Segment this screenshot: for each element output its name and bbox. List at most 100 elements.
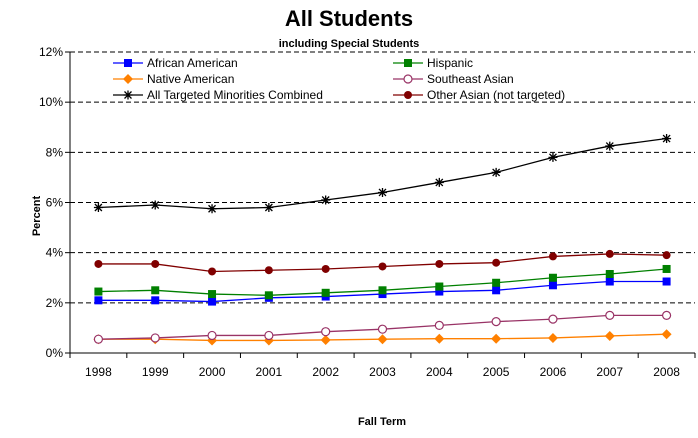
legend-marker	[403, 74, 413, 84]
data-point	[320, 334, 331, 345]
y-axis-label: Percent	[31, 195, 43, 236]
data-point	[151, 286, 160, 295]
data-point	[492, 286, 501, 295]
chart-title: All Students	[285, 6, 413, 31]
legend-marker	[124, 59, 132, 67]
data-point	[662, 264, 671, 273]
data-point	[378, 187, 387, 197]
data-point	[548, 273, 557, 282]
x-tick-label: 1999	[142, 365, 169, 379]
data-point	[661, 329, 672, 340]
series-4	[93, 134, 672, 214]
data-point	[321, 327, 331, 337]
data-point	[491, 333, 502, 344]
x-tick-label: 2002	[312, 365, 339, 379]
data-point	[93, 334, 104, 344]
y-tick-label: 10%	[39, 95, 63, 109]
data-point	[435, 287, 444, 296]
series-5	[94, 249, 671, 276]
legend-item: African American	[113, 56, 238, 70]
x-tick-label: 2003	[369, 365, 396, 379]
axes: 0% 2% 4% 6% 8% 10% 12% 1998 1999 2000 2001 2002 2003…	[39, 45, 696, 379]
x-tick-label: 2000	[199, 365, 226, 379]
legend-marker	[123, 90, 133, 100]
series-1	[94, 264, 671, 300]
data-point	[94, 259, 103, 268]
series-3	[93, 310, 672, 344]
data-point	[93, 203, 103, 213]
legend-marker	[123, 74, 133, 84]
data-point	[548, 152, 558, 162]
gridlines	[70, 51, 695, 304]
y-tick-label: 6%	[46, 196, 64, 210]
data-point	[264, 330, 274, 341]
data-point	[435, 259, 444, 268]
data-point	[208, 297, 217, 306]
data-point	[207, 204, 217, 214]
x-tick-label: 2008	[653, 365, 680, 379]
data-point	[605, 269, 614, 278]
data-point	[377, 324, 388, 334]
data-point	[208, 267, 217, 276]
chart-subtitle: including Special Students	[279, 38, 420, 50]
legend-label: All Targeted Minorities Combined	[147, 88, 323, 102]
data-point	[378, 286, 387, 295]
legend: African American Hispanic Native American S…	[113, 56, 565, 102]
legend-item: Southeast Asian	[393, 72, 514, 86]
x-tick-label: 2001	[256, 365, 283, 379]
data-point	[151, 259, 160, 268]
data-point	[491, 317, 501, 327]
legend-label: Hispanic	[427, 56, 473, 70]
data-point	[434, 177, 444, 187]
data-point	[605, 310, 615, 320]
data-point	[434, 320, 444, 331]
y-tick-label: 2%	[46, 296, 64, 310]
data-point	[94, 287, 103, 296]
y-tick-label: 8%	[46, 145, 64, 159]
x-tick-label: 1998	[85, 365, 112, 379]
data-point	[605, 277, 614, 286]
series-group	[93, 134, 672, 346]
data-point	[435, 282, 444, 291]
data-point	[491, 167, 501, 177]
data-point	[434, 333, 445, 344]
legend-label: Native American	[147, 72, 234, 86]
legend-item: All Targeted Minorities Combined	[113, 88, 323, 102]
legend-label: Other Asian (not targeted)	[427, 88, 565, 102]
data-point	[208, 290, 217, 299]
legend-marker	[404, 59, 412, 67]
x-tick-label: 2004	[426, 365, 453, 379]
data-point	[662, 251, 671, 260]
data-point	[605, 141, 615, 151]
x-tick-label: 2007	[596, 365, 623, 379]
data-point	[661, 310, 672, 320]
data-point	[662, 134, 672, 144]
data-point	[264, 203, 274, 213]
data-point	[377, 334, 388, 345]
x-tick-label: 2006	[540, 365, 567, 379]
legend-item: Native American	[113, 72, 234, 86]
data-point	[604, 330, 615, 341]
legend-item: Other Asian (not targeted)	[393, 88, 565, 102]
legend-marker	[404, 91, 412, 99]
data-point	[151, 296, 160, 305]
data-point	[264, 266, 273, 275]
legend-label: Southeast Asian	[427, 72, 514, 86]
legend-label: African American	[147, 56, 238, 70]
legend-item: Hispanic	[393, 56, 473, 70]
data-point	[492, 278, 501, 287]
y-tick-label: 4%	[46, 246, 64, 260]
data-point	[378, 262, 387, 271]
data-point	[264, 291, 273, 300]
data-point	[548, 252, 557, 261]
x-axis-label: Fall Term	[358, 416, 406, 428]
data-point	[548, 281, 557, 290]
data-point	[321, 195, 331, 205]
series-line	[98, 137, 667, 210]
data-point	[321, 264, 330, 273]
data-point	[662, 277, 671, 286]
data-point	[321, 288, 330, 297]
data-point	[492, 258, 501, 267]
